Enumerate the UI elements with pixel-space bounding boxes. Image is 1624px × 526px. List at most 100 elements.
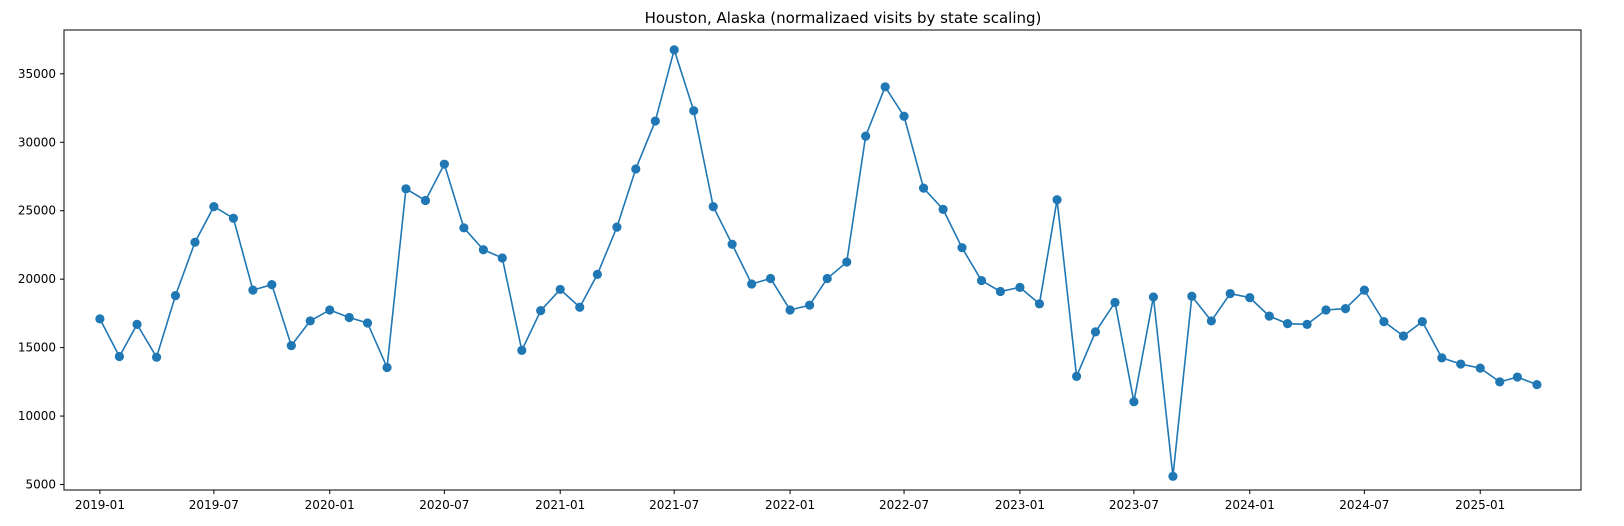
data-point bbox=[976, 275, 987, 286]
data-point bbox=[1110, 297, 1120, 308]
data-point bbox=[842, 257, 852, 267]
data-point bbox=[382, 362, 392, 373]
x-tick-label: 2024-01 bbox=[1225, 498, 1275, 512]
data-point bbox=[612, 222, 622, 232]
data-point bbox=[575, 302, 585, 312]
y-tick-label: 5000 bbox=[25, 478, 56, 492]
data-point bbox=[1398, 331, 1409, 341]
x-tick-label: 2023-01 bbox=[995, 498, 1045, 512]
x-tick-label: 2019-07 bbox=[189, 498, 239, 512]
data-point bbox=[1321, 305, 1331, 315]
data-point bbox=[1071, 371, 1082, 381]
data-point bbox=[1206, 316, 1216, 326]
data-point bbox=[1379, 317, 1389, 327]
data-point bbox=[804, 300, 815, 310]
data-point bbox=[420, 195, 431, 206]
y-tick-label: 15000 bbox=[18, 341, 56, 355]
data-point bbox=[459, 223, 469, 233]
data-point bbox=[439, 159, 449, 169]
data-point bbox=[1495, 377, 1505, 387]
data-point bbox=[995, 286, 1006, 297]
y-tick-label: 35000 bbox=[18, 67, 56, 81]
data-point bbox=[785, 305, 795, 315]
y-tick-label: 10000 bbox=[18, 409, 56, 423]
data-point bbox=[938, 204, 948, 214]
data-point bbox=[286, 340, 296, 351]
data-point bbox=[1456, 359, 1466, 369]
data-point bbox=[1148, 292, 1159, 302]
x-tick-label: 2025-01 bbox=[1455, 498, 1505, 512]
data-point bbox=[669, 45, 679, 55]
data-point bbox=[747, 279, 757, 289]
x-tick-label: 2020-01 bbox=[305, 498, 355, 512]
x-tick-label: 2024-07 bbox=[1339, 498, 1389, 512]
data-point bbox=[957, 243, 967, 253]
y-tick-label: 20000 bbox=[18, 272, 56, 286]
x-tick-label: 2020-07 bbox=[419, 498, 469, 512]
data-point bbox=[190, 237, 200, 247]
series-markers bbox=[95, 45, 1542, 481]
data-point bbox=[1359, 285, 1369, 295]
data-point bbox=[1512, 372, 1522, 382]
data-point bbox=[1129, 397, 1139, 407]
data-point bbox=[1168, 471, 1178, 481]
data-point bbox=[1015, 282, 1025, 292]
data-point bbox=[1282, 319, 1293, 329]
data-point bbox=[536, 306, 546, 316]
data-point bbox=[95, 314, 105, 324]
data-point bbox=[1225, 288, 1235, 299]
data-point bbox=[325, 305, 335, 315]
data-point bbox=[1034, 299, 1045, 309]
plot-frame bbox=[63, 29, 1582, 491]
x-tick-label: 2022-07 bbox=[879, 498, 929, 512]
y-axis: 5000 10000 15000 20000 25000 30000 35000 bbox=[18, 67, 64, 492]
data-point bbox=[344, 312, 354, 323]
data-point bbox=[899, 111, 909, 121]
series-line bbox=[99, 47, 1538, 477]
data-point bbox=[1532, 379, 1542, 390]
y-tick-label: 30000 bbox=[18, 135, 56, 149]
y-tick-label: 25000 bbox=[18, 204, 56, 218]
data-point bbox=[880, 82, 890, 92]
chart-title: Houston, Alaska (normalizaed visits by s… bbox=[645, 9, 1042, 27]
data-point bbox=[209, 202, 219, 212]
data-point bbox=[708, 202, 718, 212]
data-point bbox=[727, 239, 737, 249]
data-point bbox=[689, 106, 699, 116]
x-tick-label: 2023-07 bbox=[1109, 498, 1159, 512]
data-point bbox=[1340, 304, 1351, 314]
data-point bbox=[592, 269, 602, 279]
data-point bbox=[401, 184, 411, 194]
data-point bbox=[1264, 311, 1274, 321]
data-point bbox=[1437, 353, 1447, 363]
data-point bbox=[1475, 363, 1485, 373]
data-point bbox=[1187, 291, 1197, 301]
x-tick-label: 2021-07 bbox=[649, 498, 699, 512]
data-point bbox=[248, 285, 258, 295]
data-point bbox=[650, 116, 660, 126]
data-point bbox=[228, 213, 238, 223]
data-point bbox=[362, 318, 373, 328]
data-point bbox=[631, 164, 641, 174]
x-tick-label: 2022-01 bbox=[765, 498, 815, 512]
x-tick-label: 2019-01 bbox=[75, 498, 125, 512]
data-point bbox=[822, 273, 832, 284]
data-point bbox=[555, 284, 565, 295]
data-point bbox=[497, 253, 507, 263]
data-point bbox=[1302, 319, 1312, 329]
data-point bbox=[151, 352, 162, 362]
data-point bbox=[170, 291, 181, 301]
data-point bbox=[1245, 293, 1255, 303]
x-tick-label: 2021-01 bbox=[535, 498, 585, 512]
data-point bbox=[765, 273, 776, 284]
data-point bbox=[517, 345, 527, 355]
data-point bbox=[305, 316, 315, 326]
data-point bbox=[114, 351, 125, 362]
data-point bbox=[478, 245, 488, 255]
data-point bbox=[918, 183, 929, 193]
data-point bbox=[1090, 327, 1101, 337]
x-axis: 2019-01 2019-07 2020-01 2020-07 2021-01 2021-… bbox=[75, 490, 1505, 512]
data-point bbox=[267, 280, 277, 290]
data-point bbox=[1417, 317, 1427, 327]
